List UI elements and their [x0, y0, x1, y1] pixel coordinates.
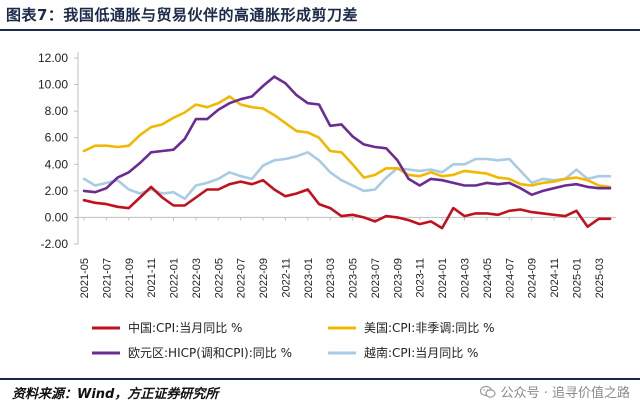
x-tick-label: 2023-07 [370, 258, 382, 298]
y-tick-label: 6.00 [45, 131, 69, 145]
legend-label-vietnam: 越南:CPI:当月同比 % [364, 345, 478, 360]
legend-label-euro: 欧元区:HICP(调和CPI):同比 % [128, 346, 292, 360]
y-tick-label: 8.00 [45, 104, 69, 118]
x-tick-label: 2023-09 [392, 258, 404, 298]
x-tick-label: 2022-07 [236, 258, 248, 298]
x-tick-label: 2022-03 [191, 258, 203, 298]
x-tick-label: 2024-07 [504, 258, 516, 298]
title-divider [0, 29, 640, 31]
chart-axes: 12.00 10.00 8.00 6.00 4.00 2.00 0.00 -2.00 2021-… [38, 51, 616, 298]
x-tick-label: 2024-09 [527, 258, 539, 298]
x-tick-label: 2021-05 [79, 258, 91, 298]
x-tick-label: 2021-07 [101, 258, 113, 298]
x-tick-label: 2024-05 [482, 258, 494, 298]
x-tick-label: 2022-05 [213, 258, 225, 298]
x-tick-label: 2024-11 [549, 258, 561, 298]
y-tick-label: -2.00 [41, 237, 69, 251]
x-tick-label: 2021-11 [146, 258, 158, 298]
x-tick-label: 2021-09 [124, 258, 136, 298]
chart-series [82, 75, 612, 230]
series-line-euro [82, 75, 612, 197]
x-tick-label: 2023-01 [303, 258, 315, 298]
legend-label-usa: 美国:CPI:非季调:同比 % [364, 321, 495, 335]
series-line-vietnam [82, 151, 612, 201]
y-tick-label: 0.00 [45, 210, 69, 224]
series-line-china [82, 178, 612, 230]
y-tick-label: 2.00 [45, 184, 69, 198]
wechat-icon [479, 385, 496, 398]
line-chart: 12.00 10.00 8.00 6.00 4.00 2.00 0.00 -2.00 2021-… [38, 51, 616, 360]
x-tick-label: 2024-01 [437, 258, 449, 298]
x-tick-label: 2023-03 [325, 258, 337, 298]
x-tick-label: 2023-05 [348, 258, 360, 298]
page-title: 图表7：我国低通胀与贸易伙伴的高通胀形成剪刀差 [6, 6, 358, 24]
y-tick-label: 4.00 [45, 157, 69, 171]
y-tick-label: 10.00 [38, 78, 68, 92]
y-tick-label: 12.00 [38, 51, 68, 65]
x-tick-label: 2025-03 [594, 258, 606, 298]
watermark: 公众号 · 追寻价值之路 [479, 382, 630, 401]
legend-label-china: 中国:CPI:当月同比 % [128, 320, 242, 335]
series-line-usa [82, 95, 612, 189]
chart-legend: 中国:CPI:当月同比 % 美国:CPI:非季调:同比 % 欧元区:HICP(调和C… [92, 320, 495, 360]
x-tick-label: 2023-11 [415, 258, 427, 298]
source-note: 资料来源：Wind，方正证券研究所 [12, 387, 219, 402]
footer-divider [0, 378, 640, 380]
x-tick-label: 2022-11 [280, 258, 292, 298]
x-tick-label: 2025-01 [571, 258, 583, 298]
x-tick-label: 2024-03 [460, 258, 472, 298]
x-tick-label: 2022-09 [258, 258, 270, 298]
watermark-text: 公众号 · 追寻价值之路 [500, 386, 630, 401]
x-tick-label: 2022-01 [169, 258, 181, 298]
